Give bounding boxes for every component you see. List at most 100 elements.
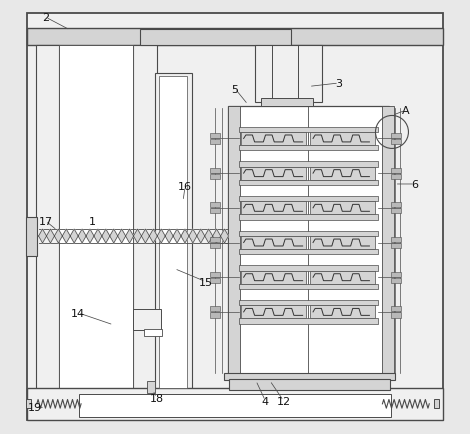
- Polygon shape: [55, 230, 63, 243]
- Bar: [310, 133, 375, 146]
- Text: 3: 3: [336, 79, 343, 89]
- Text: 4: 4: [262, 396, 269, 406]
- Bar: [144, 329, 162, 336]
- Bar: [239, 197, 378, 202]
- Bar: [241, 202, 306, 215]
- Bar: [159, 76, 188, 388]
- Bar: [391, 168, 400, 173]
- Bar: [391, 306, 400, 312]
- Polygon shape: [78, 230, 86, 243]
- Bar: [227, 107, 240, 375]
- Bar: [210, 134, 220, 139]
- Bar: [239, 162, 378, 167]
- Text: 15: 15: [198, 277, 212, 287]
- Bar: [133, 46, 157, 390]
- Polygon shape: [181, 230, 189, 243]
- Polygon shape: [149, 230, 157, 243]
- Bar: [239, 146, 378, 151]
- Bar: [239, 180, 378, 185]
- Bar: [310, 271, 375, 284]
- Polygon shape: [94, 230, 102, 243]
- Bar: [140, 30, 291, 46]
- Text: 6: 6: [411, 180, 418, 190]
- Bar: [391, 243, 400, 249]
- Polygon shape: [205, 230, 212, 243]
- Bar: [148, 381, 155, 393]
- Bar: [210, 278, 220, 283]
- Bar: [434, 400, 439, 408]
- Bar: [229, 379, 390, 390]
- Bar: [59, 46, 133, 390]
- Polygon shape: [70, 230, 78, 243]
- Bar: [255, 46, 322, 102]
- Bar: [210, 237, 220, 243]
- Bar: [26, 400, 31, 408]
- Bar: [391, 278, 400, 283]
- Bar: [310, 237, 375, 250]
- Bar: [391, 203, 400, 208]
- Bar: [382, 107, 394, 375]
- Bar: [239, 300, 378, 306]
- Bar: [210, 306, 220, 312]
- Bar: [27, 388, 443, 420]
- Bar: [210, 272, 220, 277]
- Bar: [310, 202, 375, 215]
- Polygon shape: [212, 230, 220, 243]
- Text: 5: 5: [232, 84, 238, 94]
- Bar: [241, 237, 306, 250]
- Bar: [239, 231, 378, 237]
- Bar: [155, 74, 192, 390]
- Bar: [391, 174, 400, 179]
- Bar: [133, 309, 161, 330]
- Bar: [210, 209, 220, 214]
- Polygon shape: [118, 230, 125, 243]
- Polygon shape: [165, 230, 173, 243]
- Bar: [391, 209, 400, 214]
- Text: 14: 14: [71, 308, 85, 318]
- Bar: [239, 128, 378, 133]
- Polygon shape: [102, 230, 110, 243]
- Bar: [210, 243, 220, 249]
- Bar: [224, 373, 395, 381]
- Polygon shape: [47, 230, 55, 243]
- Bar: [210, 174, 220, 179]
- Text: 12: 12: [276, 396, 290, 406]
- Bar: [210, 168, 220, 173]
- Polygon shape: [197, 230, 205, 243]
- Polygon shape: [157, 230, 165, 243]
- Bar: [239, 266, 378, 271]
- Bar: [241, 133, 306, 146]
- Polygon shape: [86, 230, 94, 243]
- Text: A: A: [401, 106, 409, 116]
- Bar: [36, 46, 59, 390]
- Bar: [210, 312, 220, 318]
- Polygon shape: [173, 230, 181, 243]
- Polygon shape: [110, 230, 118, 243]
- Bar: [391, 140, 400, 145]
- Bar: [391, 237, 400, 243]
- Bar: [241, 167, 306, 180]
- Polygon shape: [63, 230, 70, 243]
- Bar: [210, 203, 220, 208]
- Bar: [261, 99, 313, 107]
- Bar: [239, 215, 378, 220]
- Bar: [239, 250, 378, 255]
- Polygon shape: [133, 230, 141, 243]
- Text: 18: 18: [150, 393, 164, 403]
- Bar: [310, 306, 375, 319]
- Bar: [210, 140, 220, 145]
- Bar: [391, 312, 400, 318]
- Bar: [391, 134, 400, 139]
- Bar: [239, 319, 378, 324]
- Bar: [27, 29, 443, 46]
- Text: 17: 17: [39, 216, 53, 226]
- Bar: [310, 167, 375, 180]
- Bar: [241, 306, 306, 319]
- Bar: [79, 395, 391, 417]
- Text: 16: 16: [178, 182, 192, 192]
- Bar: [228, 107, 389, 375]
- Bar: [26, 217, 37, 256]
- Bar: [391, 272, 400, 277]
- Polygon shape: [39, 230, 47, 243]
- Text: 2: 2: [42, 13, 49, 23]
